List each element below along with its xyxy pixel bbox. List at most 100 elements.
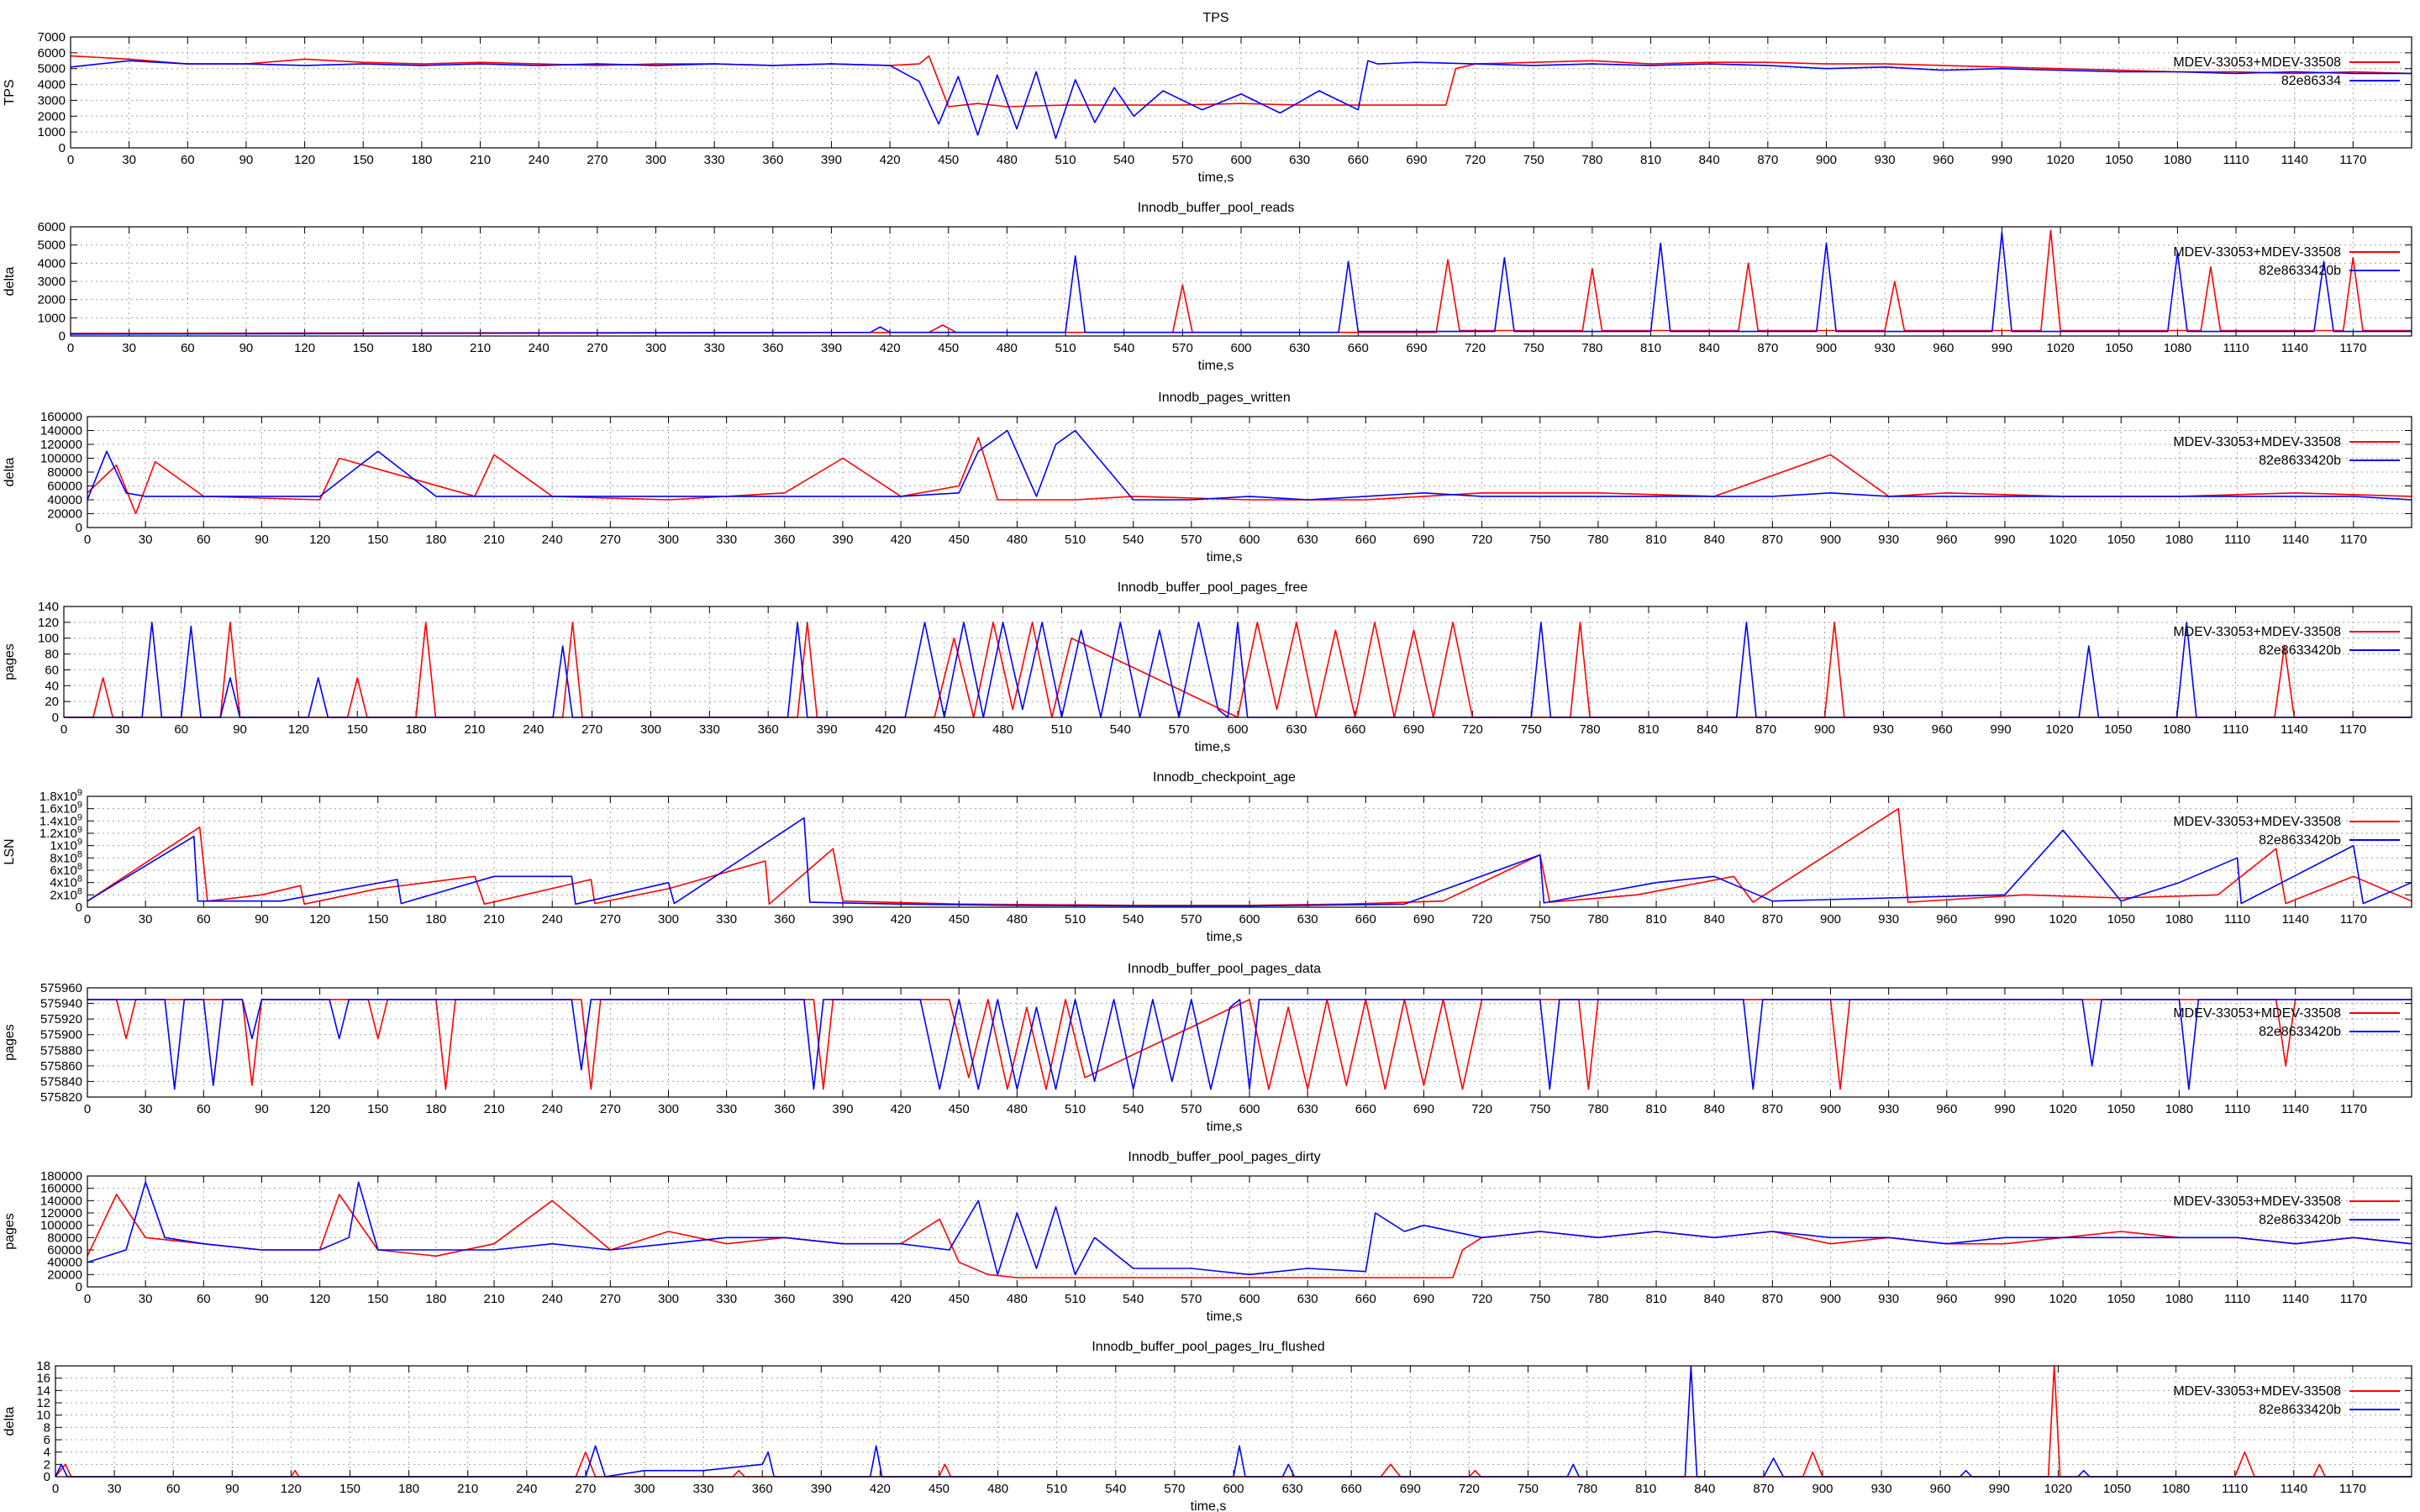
x-tick-label: 690	[1413, 1292, 1434, 1306]
legend-label: MDEV-33053+MDEV-33508	[2173, 625, 2341, 639]
x-tick-label: 30	[122, 153, 136, 167]
x-tick-label: 300	[658, 1102, 679, 1116]
x-tick-label: 630	[1289, 341, 1310, 355]
x-tick-label: 270	[600, 912, 621, 927]
y-tick-label: 0	[76, 1280, 82, 1294]
series-line-a	[87, 1194, 2412, 1278]
x-tick-label: 1020	[2049, 912, 2076, 927]
x-tick-label: 390	[832, 533, 853, 547]
x-tick-label: 720	[1465, 341, 1486, 355]
x-tick-label: 690	[1406, 341, 1427, 355]
x-axis-label: time,s	[1207, 1120, 1243, 1134]
x-tick-label: 600	[1239, 533, 1260, 547]
y-tick-label: 180000	[40, 1169, 82, 1184]
y-tick-label: 2	[44, 1457, 50, 1472]
x-tick-label: 960	[1936, 912, 1957, 927]
x-tick-label: 360	[752, 1482, 773, 1496]
x-tick-label: 120	[309, 912, 330, 927]
x-tick-label: 60	[197, 1102, 211, 1116]
x-tick-label: 360	[758, 722, 779, 737]
x-tick-label: 360	[774, 533, 795, 547]
legend-label: MDEV-33053+MDEV-33508	[2173, 1194, 2341, 1209]
x-tick-label: 180	[411, 341, 432, 355]
x-tick-label: 810	[1646, 533, 1667, 547]
x-tick-label: 510	[1046, 1482, 1067, 1496]
x-tick-label: 390	[832, 1292, 853, 1306]
x-tick-label: 1140	[2281, 722, 2307, 737]
x-tick-label: 990	[1994, 1102, 2015, 1116]
x-tick-label: 810	[1646, 1292, 1667, 1306]
x-tick-label: 780	[1587, 1292, 1608, 1306]
y-tick-label: 575880	[40, 1043, 82, 1058]
x-tick-label: 1050	[2105, 153, 2133, 167]
chart-title: Innodb_buffer_pool_pages_lru_flushed	[1092, 1340, 1324, 1354]
x-tick-label: 120	[288, 722, 309, 737]
x-tick-label: 60	[197, 1292, 211, 1306]
y-tick-exponent: 9	[77, 812, 82, 822]
x-tick-label: 690	[1413, 912, 1434, 927]
y-tick-label: 4000	[38, 256, 66, 270]
x-tick-label: 1050	[2107, 1102, 2135, 1116]
x-tick-label: 510	[1051, 722, 1072, 737]
y-axis-label: delta	[3, 458, 17, 487]
x-tick-label: 570	[1169, 722, 1190, 737]
x-tick-label: 780	[1580, 722, 1601, 737]
x-tick-label: 540	[1123, 1102, 1144, 1116]
x-tick-label: 90	[255, 1102, 269, 1116]
x-tick-label: 630	[1282, 1482, 1303, 1496]
x-tick-label: 1170	[2340, 912, 2367, 927]
x-tick-label: 480	[992, 722, 1013, 737]
x-tick-label: 270	[600, 1292, 621, 1306]
x-tick-label: 1110	[2224, 1292, 2250, 1306]
y-axis-label: delta	[3, 267, 17, 297]
x-tick-label: 150	[367, 912, 388, 927]
x-tick-label: 420	[880, 153, 901, 167]
y-tick-label: 18	[36, 1359, 50, 1373]
x-tick-label: 150	[353, 341, 374, 355]
y-tick-label: 1.8x109	[39, 788, 82, 804]
y-tick-label: 60000	[47, 1243, 82, 1257]
x-tick-label: 150	[367, 533, 388, 547]
plot-frame	[87, 795, 2412, 908]
y-axis-label: TPS	[3, 79, 17, 105]
x-tick-label: 570	[1181, 912, 1202, 927]
x-tick-label: 480	[1007, 912, 1028, 927]
series-line-b	[55, 1365, 2412, 1478]
x-tick-label: 840	[1694, 1482, 1715, 1496]
x-tick-label: 480	[1007, 1292, 1028, 1306]
x-tick-label: 690	[1406, 153, 1427, 167]
x-tick-label: 360	[762, 341, 783, 355]
x-tick-label: 1020	[2046, 341, 2074, 355]
x-tick-label: 690	[1413, 1102, 1434, 1116]
x-tick-label: 60	[174, 722, 188, 737]
y-tick-label: 20000	[47, 1268, 82, 1282]
x-tick-label: 960	[1930, 1482, 1951, 1496]
x-tick-label: 510	[1065, 1292, 1086, 1306]
x-tick-label: 210	[484, 533, 505, 547]
x-tick-label: 1140	[2282, 912, 2309, 927]
x-tick-label: 420	[891, 1292, 912, 1306]
x-tick-label: 420	[891, 533, 912, 547]
x-tick-label: 1170	[2339, 341, 2366, 355]
x-tick-label: 630	[1297, 912, 1318, 927]
x-tick-label: 780	[1576, 1482, 1597, 1496]
x-tick-label: 570	[1181, 533, 1202, 547]
x-tick-label: 660	[1355, 533, 1376, 547]
y-tick-label: 6000	[38, 46, 66, 60]
x-tick-label: 510	[1055, 153, 1076, 167]
plot-frame	[87, 416, 2412, 528]
x-tick-label: 1170	[2339, 1482, 2366, 1496]
x-tick-label: 630	[1297, 1102, 1318, 1116]
x-tick-label: 180	[411, 153, 432, 167]
x-tick-label: 1080	[2163, 722, 2191, 737]
x-tick-label: 840	[1699, 341, 1720, 355]
x-tick-label: 1080	[2165, 1102, 2193, 1116]
x-tick-label: 750	[1529, 533, 1550, 547]
y-tick-label: 575840	[40, 1074, 82, 1089]
x-tick-label: 840	[1704, 1292, 1725, 1306]
x-tick-label: 900	[1820, 912, 1841, 927]
x-tick-label: 960	[1936, 1292, 1957, 1306]
x-tick-label: 900	[1820, 533, 1841, 547]
x-tick-label: 450	[938, 341, 959, 355]
y-tick-label: 12	[36, 1396, 50, 1410]
